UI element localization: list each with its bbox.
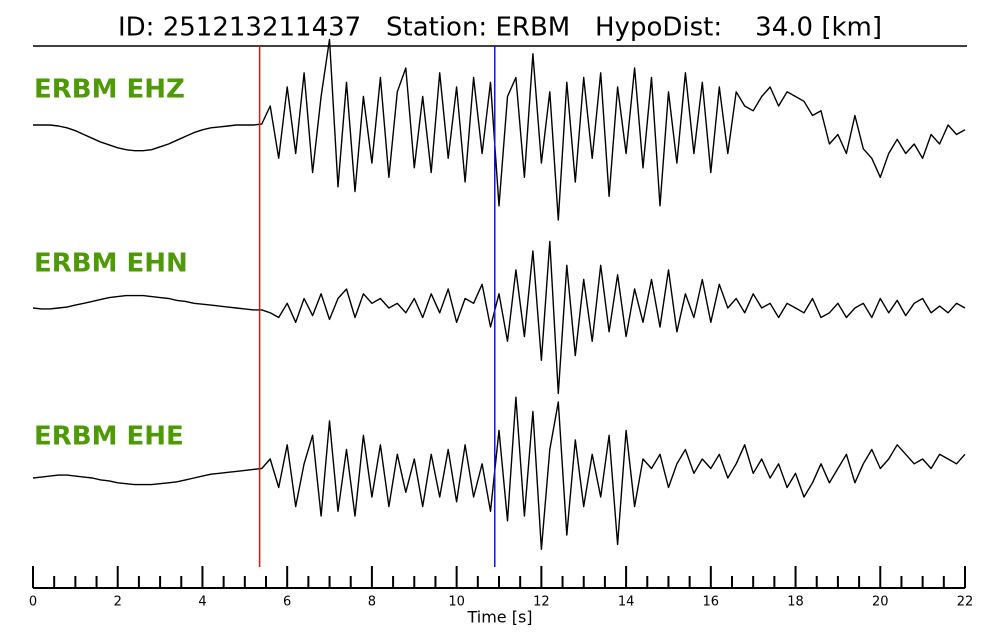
chart-title: ID: 251213211437 Station: ERBM HypoDist:… xyxy=(118,13,882,43)
x-tick-label: 22 xyxy=(957,595,974,610)
x-tick-label: 20 xyxy=(872,595,889,610)
trace xyxy=(32,396,966,550)
x-tick-label: 0 xyxy=(29,595,37,610)
x-tick-label: 12 xyxy=(533,595,550,610)
x-tick-label: 4 xyxy=(198,595,206,610)
trace xyxy=(33,38,966,221)
x-tick-label: 8 xyxy=(368,595,376,610)
trace-label: ERBM EHE xyxy=(34,422,184,452)
trace-label: ERBM EHZ xyxy=(34,75,185,105)
x-tick-label: 6 xyxy=(283,595,291,610)
trace-label: ERBM EHN xyxy=(34,249,188,279)
x-tick-label: 10 xyxy=(448,595,465,610)
x-tick-label: 14 xyxy=(618,595,635,610)
x-tick-label: 18 xyxy=(787,595,804,610)
x-tick-label: 2 xyxy=(114,595,122,610)
trace xyxy=(32,240,966,395)
x-tick-label: 16 xyxy=(703,595,720,610)
x-axis-label: Time [s] xyxy=(466,608,532,627)
